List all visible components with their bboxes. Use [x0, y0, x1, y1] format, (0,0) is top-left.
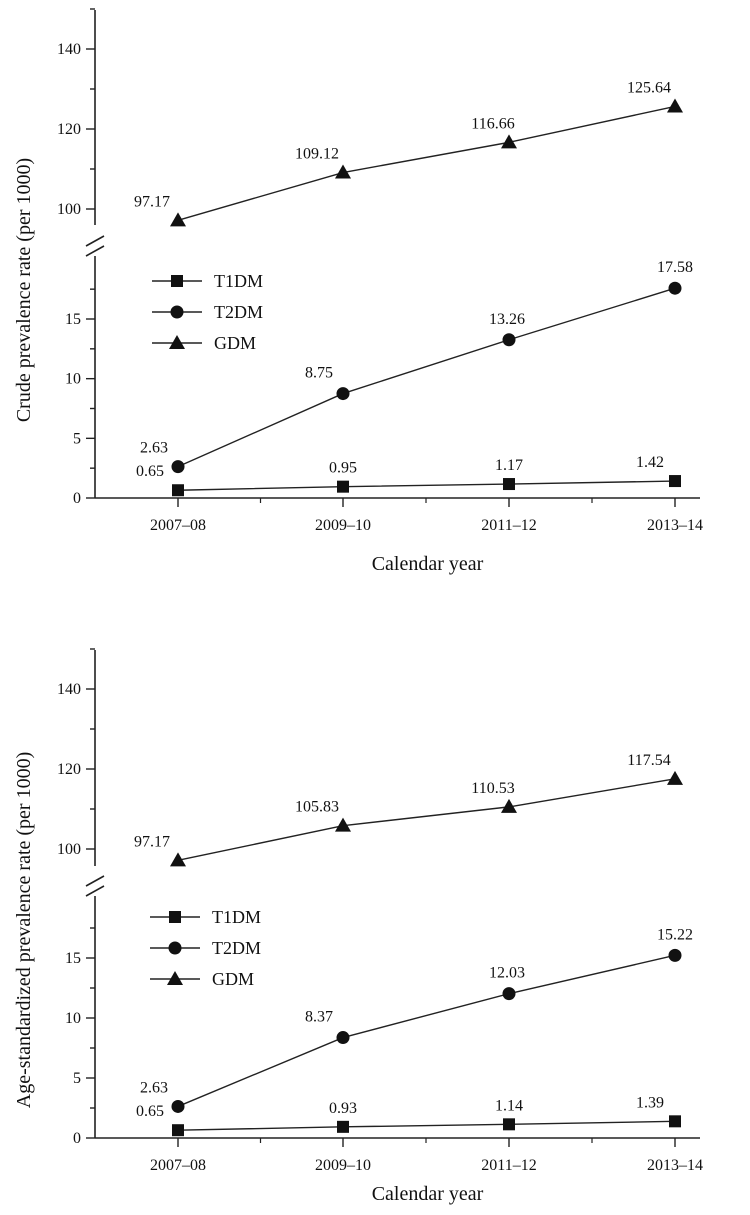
x-axis-title: Calendar year	[372, 553, 484, 575]
data-label-gdm-2013-14: 117.54	[627, 752, 670, 769]
point-gdm-2009-10	[335, 817, 351, 832]
y-tick-label-5: 5	[73, 1070, 81, 1087]
legend-marker-t2dm	[170, 305, 184, 319]
axis-break-mark	[85, 235, 105, 247]
point-t1dm-2009-10	[337, 480, 349, 493]
x-tick-label-2007-08: 2007–08	[150, 517, 206, 534]
point-t2dm-2007-08	[171, 1099, 185, 1113]
series-line-t2dm	[177, 954, 676, 1108]
series-line-t1dm	[177, 480, 676, 491]
data-label-t1dm-2009-10: 0.95	[329, 460, 357, 477]
y-tick-label-5: 5	[73, 430, 81, 447]
point-gdm-2013-14	[667, 770, 683, 785]
y-axis-title: Crude prevalence rate (per 1000)	[13, 158, 35, 422]
y-tick-label-0: 0	[73, 1130, 81, 1147]
y-tick-label-120: 120	[57, 121, 81, 138]
data-label-t2dm-2007-08: 2.63	[140, 1079, 168, 1096]
series-line-t2dm	[177, 287, 676, 468]
axis-break-mark	[85, 245, 105, 257]
x-tick-label-2013-14: 2013–14	[647, 517, 703, 534]
y-tick-label-140: 140	[57, 41, 81, 58]
point-t2dm-2013-14	[668, 948, 682, 962]
legend-marker-gdm	[167, 971, 183, 985]
data-label-t1dm-2013-14: 1.42	[636, 454, 664, 471]
data-label-t2dm-2009-10: 8.75	[305, 365, 333, 382]
legend-marker-gdm	[169, 335, 185, 349]
point-gdm-2007-08	[170, 852, 186, 867]
y-tick-label-15: 15	[65, 311, 81, 328]
point-t1dm-2013-14	[669, 475, 681, 488]
x-tick-label-2011-12: 2011–12	[481, 517, 536, 534]
point-t1dm-2007-08	[172, 484, 184, 497]
data-label-gdm-2011-12: 110.53	[471, 780, 514, 797]
point-gdm-2011-12	[501, 798, 517, 813]
data-label-gdm-2009-10: 109.12	[295, 146, 339, 163]
point-t2dm-2007-08	[171, 460, 185, 474]
legend-label-t1dm: T1DM	[212, 907, 261, 927]
x-tick-label-2013-14: 2013–14	[647, 1157, 703, 1174]
point-t2dm-2011-12	[502, 333, 516, 347]
point-gdm-2009-10	[335, 164, 351, 179]
data-label-gdm-2007-08: 97.17	[134, 833, 170, 850]
y-tick-label-100: 100	[57, 841, 81, 858]
data-label-t2dm-2009-10: 8.37	[305, 1009, 333, 1026]
age-standardized-prevalence-chart: 100 120 140 0 5 10 15 2007–08 2009–10 2011–12 2013…	[13, 648, 703, 1205]
y-tick-label-15: 15	[65, 950, 81, 967]
series-line-gdm	[177, 105, 676, 221]
point-t2dm-2009-10	[336, 387, 350, 401]
legend-label-gdm: GDM	[214, 333, 256, 353]
point-t2dm-2009-10	[336, 1031, 350, 1045]
point-t2dm-2011-12	[502, 987, 516, 1001]
point-t1dm-2007-08	[172, 1124, 184, 1137]
data-label-t2dm-2013-14: 17.58	[657, 259, 693, 276]
data-label-t2dm-2007-08: 2.63	[140, 440, 168, 457]
point-t2dm-2013-14	[668, 281, 682, 295]
y-tick-label-10: 10	[65, 1010, 81, 1027]
y-axis-title: Age-standardized prevalence rate (per 10…	[13, 752, 35, 1108]
data-label-t1dm-2011-12: 1.17	[495, 457, 523, 474]
data-label-t1dm-2007-08: 0.65	[136, 1103, 164, 1120]
data-label-t2dm-2011-12: 12.03	[489, 965, 525, 982]
legend-marker-t1dm	[169, 911, 181, 923]
data-label-gdm-2009-10: 105.83	[295, 799, 339, 816]
data-label-t1dm-2013-14: 1.39	[636, 1094, 664, 1111]
series-line-t1dm	[177, 1120, 676, 1131]
point-gdm-2007-08	[170, 212, 186, 227]
point-gdm-2011-12	[501, 134, 517, 149]
legend-label-t2dm: T2DM	[214, 302, 263, 322]
crude-prevalence-chart: 100 120 140 0 5 10 15 2007–08 2009–10 2011–12 2013…	[13, 8, 703, 575]
x-tick-label-2009-10: 2009–10	[315, 517, 371, 534]
x-axis-title: Calendar year	[372, 1183, 484, 1205]
y-tick-label-10: 10	[65, 371, 81, 388]
data-label-gdm-2011-12: 116.66	[471, 115, 514, 132]
x-tick-label-2011-12: 2011–12	[481, 1157, 536, 1174]
point-t1dm-2009-10	[337, 1120, 349, 1133]
y-tick-label-120: 120	[57, 761, 81, 778]
data-label-gdm-2007-08: 97.17	[134, 193, 170, 210]
y-tick-label-0: 0	[73, 490, 81, 507]
x-tick-label-2007-08: 2007–08	[150, 1157, 206, 1174]
legend-label-gdm: GDM	[212, 969, 254, 989]
point-gdm-2013-14	[667, 98, 683, 113]
legend-marker-t1dm	[171, 275, 183, 287]
data-label-t2dm-2013-14: 15.22	[657, 926, 693, 943]
data-label-t2dm-2011-12: 13.26	[489, 311, 525, 328]
data-label-t1dm-2011-12: 1.14	[495, 1097, 523, 1114]
y-tick-label-100: 100	[57, 201, 81, 218]
point-t1dm-2013-14	[669, 1115, 681, 1128]
axis-break-mark	[85, 885, 105, 897]
data-label-t1dm-2009-10: 0.93	[329, 1100, 357, 1117]
x-tick-label-2009-10: 2009–10	[315, 1157, 371, 1174]
legend-label-t1dm: T1DM	[214, 271, 263, 291]
point-t1dm-2011-12	[503, 478, 515, 491]
data-label-gdm-2013-14: 125.64	[627, 79, 671, 96]
axis-break-mark	[85, 875, 105, 887]
legend-label-t2dm: T2DM	[212, 938, 261, 958]
point-t1dm-2011-12	[503, 1118, 515, 1131]
series-line-gdm	[177, 778, 676, 862]
data-label-t1dm-2007-08: 0.65	[136, 463, 164, 480]
legend-marker-t2dm	[168, 941, 182, 955]
y-tick-label-140: 140	[57, 681, 81, 698]
